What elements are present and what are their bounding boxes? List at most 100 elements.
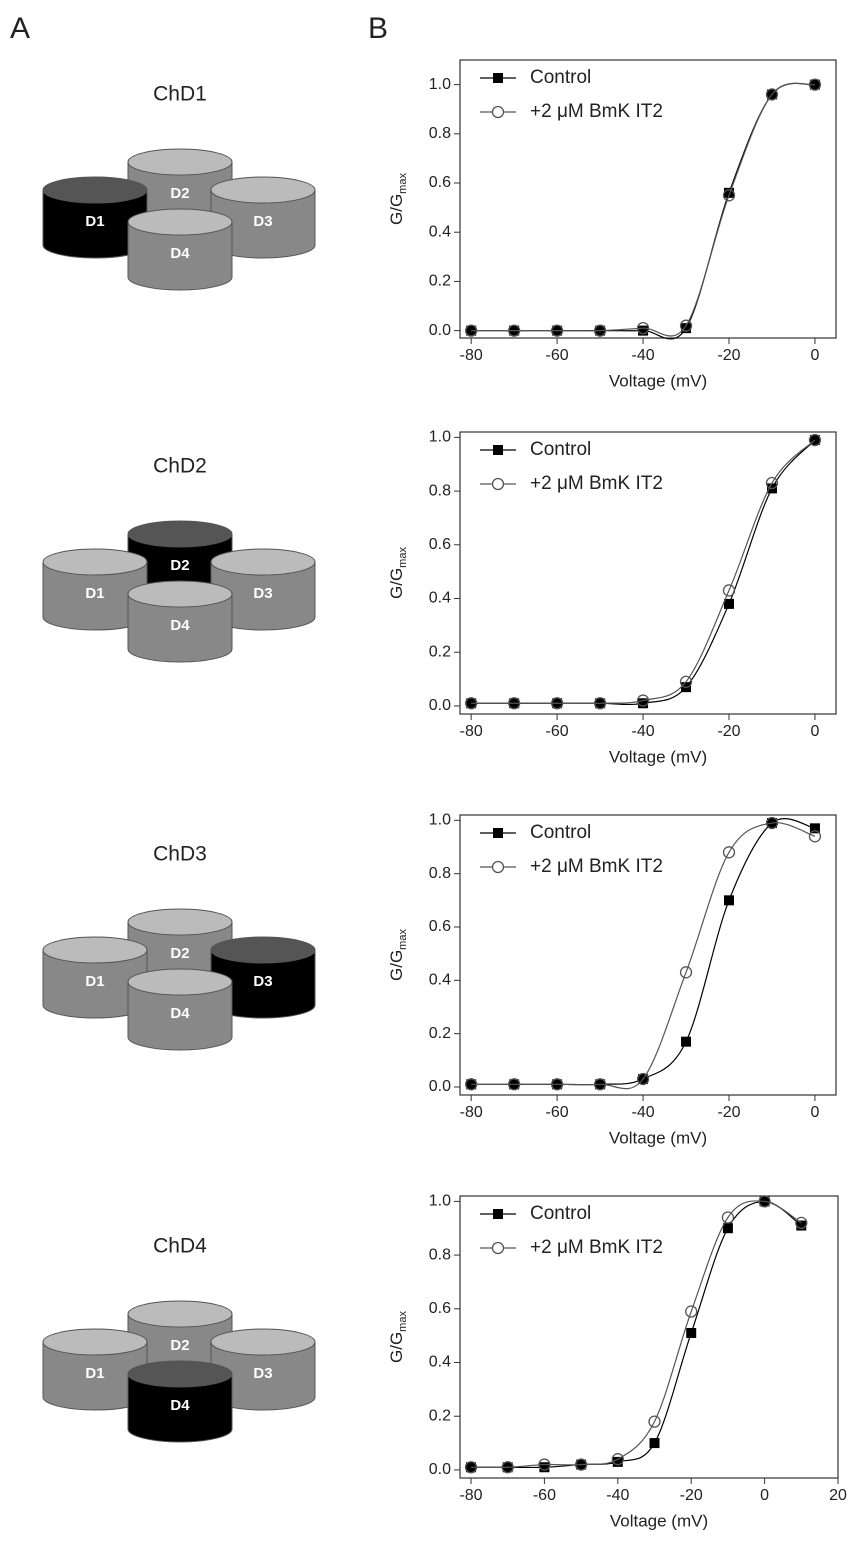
data-point — [612, 1456, 623, 1467]
channel-diagram: ChD1 D2 D1 D3 D4 — [42, 83, 316, 291]
data-point — [808, 433, 822, 447]
y-label-main: G/G — [387, 1332, 406, 1363]
channel-diagram: ChD4 D2 D1 D3 D4 — [42, 1235, 316, 1443]
data-point — [685, 1305, 698, 1318]
legend-label: Control — [530, 1203, 591, 1224]
x-tick-label: -20 — [717, 723, 740, 740]
data-point — [724, 895, 735, 906]
domain-cylinder: D3 — [210, 1328, 316, 1411]
cylinder-body — [127, 1373, 233, 1443]
channel-diagram: ChD2 D2 D1 D3 D4 — [42, 455, 316, 663]
y-label-main: G/G — [387, 568, 406, 599]
data-point — [795, 1216, 808, 1230]
data-point — [722, 584, 736, 597]
x-axis-label: Voltage (mV) — [609, 747, 707, 766]
y-tick-label: 0.2 — [429, 643, 451, 660]
legend-label: Control — [530, 67, 591, 88]
data-point — [538, 1458, 551, 1471]
domain-label: D1 — [85, 585, 104, 602]
channel-diagram: ChD3 D2 D1 D3 D4 — [42, 843, 316, 1051]
domain-cylinder: D3 — [210, 936, 316, 1019]
y-tick-label: 1.0 — [429, 1193, 451, 1210]
y-tick-label: 0.0 — [429, 1078, 451, 1095]
cylinder-body — [127, 981, 233, 1051]
y-tick-label: 0.2 — [429, 1407, 451, 1424]
domain-label: D4 — [170, 245, 190, 262]
domain-cylinder: D1 — [42, 936, 148, 1019]
data-point — [649, 1438, 660, 1449]
x-tick-label: -20 — [717, 347, 740, 364]
cylinder-top — [127, 520, 233, 548]
cylinder-body — [127, 593, 233, 663]
cylinder-top — [127, 208, 233, 236]
legend-marker — [493, 1209, 503, 1219]
cylinder-top — [127, 1300, 233, 1328]
domain-label: D4 — [170, 617, 190, 634]
data-point — [507, 1078, 521, 1091]
cylinder-top — [210, 1328, 316, 1356]
x-tick-label: 20 — [829, 1487, 847, 1504]
x-axis-label: Voltage (mV) — [609, 1128, 707, 1147]
x-tick-label: 0 — [810, 347, 819, 364]
fit-curve — [471, 822, 816, 1090]
chart: 0.0 0.2 0.4 0.6 0.8 1.0 -80 -60 -40 -20 0 20 Voltage… — [387, 1193, 847, 1531]
data-point — [611, 1453, 624, 1466]
x-tick-label: 0 — [760, 1487, 769, 1504]
plot-frame — [459, 59, 837, 339]
fit-curve — [471, 82, 816, 337]
domain-cylinder: D1 — [42, 548, 148, 631]
y-tick-label: 0.0 — [429, 697, 451, 714]
y-tick-label: 1.0 — [429, 812, 451, 829]
domain-cylinder: D3 — [210, 548, 316, 631]
data-point — [550, 1078, 564, 1091]
cylinder-top — [127, 1360, 233, 1388]
data-point — [721, 1211, 735, 1224]
legend-marker — [491, 1241, 505, 1255]
data-point — [574, 1458, 588, 1471]
data-point — [464, 1461, 478, 1474]
cylinder-top — [42, 176, 148, 204]
legend-label: +2 μM BmK IT2 — [530, 856, 663, 877]
x-tick-label: -60 — [546, 723, 569, 740]
data-point — [550, 697, 564, 710]
domain-cylinder: D1 — [42, 176, 148, 259]
data-point — [501, 1461, 514, 1474]
data-point — [636, 1072, 650, 1086]
data-point — [808, 830, 822, 843]
y-tick-label: 0.6 — [429, 918, 451, 935]
legend-marker — [493, 73, 503, 83]
fit-curve — [471, 1200, 802, 1469]
domain-label: D1 — [85, 213, 104, 230]
data-point — [465, 324, 478, 337]
x-tick-label: -80 — [460, 723, 483, 740]
chart: 0.0 0.2 0.4 0.6 0.8 1.0 -80 -60 -40 -20 0 Voltage (… — [387, 429, 837, 766]
data-point — [722, 846, 736, 859]
x-tick-label: -40 — [631, 1104, 654, 1121]
data-point — [724, 187, 735, 198]
x-tick-label: -20 — [717, 1104, 740, 1121]
panel-label: A — [10, 12, 30, 45]
cylinder-top — [127, 580, 233, 608]
data-point — [593, 697, 607, 710]
legend-marker — [491, 105, 505, 119]
data-point — [507, 324, 521, 337]
legend-marker — [493, 445, 503, 455]
x-tick-label: -80 — [460, 347, 483, 364]
domain-cylinder: D1 — [42, 1328, 148, 1411]
data-point — [539, 1462, 550, 1473]
x-tick-label: 0 — [810, 1104, 819, 1121]
data-point — [765, 476, 779, 490]
y-tick-label: 0.4 — [429, 972, 451, 989]
y-label-sub: max — [397, 929, 409, 950]
cylinder-top — [127, 148, 233, 176]
data-point — [465, 697, 478, 710]
y-tick-label: 0.6 — [429, 1300, 451, 1317]
data-point — [638, 698, 649, 709]
cylinder-top — [42, 1328, 148, 1356]
legend-label: Control — [530, 822, 591, 843]
cylinder-top — [210, 548, 316, 576]
y-tick-label: 0.6 — [429, 536, 451, 553]
data-point — [686, 1327, 697, 1338]
data-point — [724, 598, 735, 609]
